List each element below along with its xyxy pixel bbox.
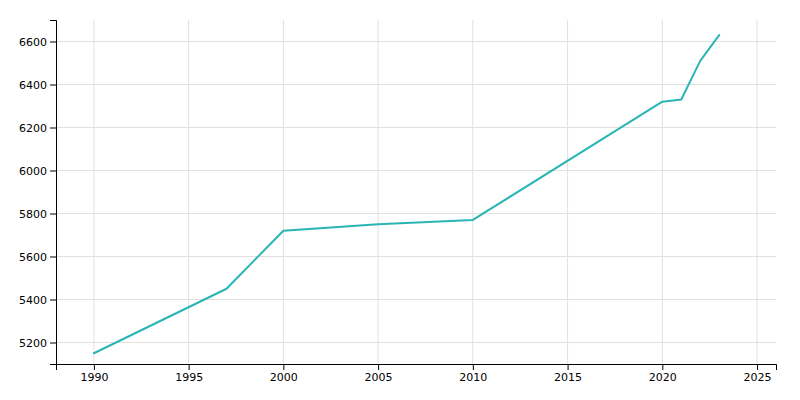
y-tick: 6600	[19, 36, 56, 49]
x-tick-mark	[94, 364, 95, 370]
y-axis: 5200 5400 5600 5800 6000 6200 6400 6600	[19, 21, 57, 365]
y-tick: 6400	[19, 79, 56, 92]
x-tick-label: 1990	[80, 371, 108, 384]
x-grid-line	[662, 20, 663, 364]
y-grid-line	[56, 256, 776, 257]
y-tick-mark	[50, 128, 56, 129]
y-tick-label: 6000	[19, 165, 47, 178]
x-axis-line	[57, 365, 777, 371]
chart-svg: 1990 1995 2000 2005 2010 2015 2020 2025 5200 5400…	[0, 0, 800, 400]
plot-area: 1990 1995 2000 2005 2010 2015 2020 2025 5200 5400…	[19, 20, 777, 384]
y-grid-line	[56, 127, 776, 128]
x-tick-mark	[757, 364, 758, 370]
y-tick: 5200	[19, 337, 56, 350]
y-tick: 6200	[19, 122, 56, 135]
x-grid-line	[378, 20, 379, 364]
x-tick: 2015	[554, 364, 582, 384]
x-grid-line	[567, 20, 568, 364]
y-tick-label: 5800	[19, 208, 47, 221]
x-tick-mark	[568, 364, 569, 370]
x-grid-line	[472, 20, 473, 364]
y-tick-mark	[50, 343, 56, 344]
x-tick-mark	[378, 364, 379, 370]
y-tick-mark	[50, 42, 56, 43]
x-tick: 2000	[270, 364, 298, 384]
y-tick-mark	[50, 214, 56, 215]
x-tick: 1990	[80, 364, 108, 384]
x-tick-label: 2025	[744, 371, 772, 384]
x-tick: 2020	[649, 364, 677, 384]
x-tick: 2005	[365, 364, 393, 384]
x-tick-mark	[662, 364, 663, 370]
series-group	[94, 35, 719, 353]
x-tick-label: 2020	[649, 371, 677, 384]
x-tick-label: 2010	[459, 371, 487, 384]
x-grid-line	[757, 20, 758, 364]
y-tick-mark	[50, 171, 56, 172]
x-tick-mark	[283, 364, 284, 370]
x-grid-line	[93, 20, 94, 364]
chart-container: 1990 1995 2000 2005 2010 2015 2020 2025 5200 5400…	[0, 0, 800, 400]
x-tick-label: 2005	[365, 371, 393, 384]
y-grid-line	[56, 213, 776, 214]
x-tick-mark	[473, 364, 474, 370]
y-tick-label: 6600	[19, 36, 47, 49]
y-tick-mark	[50, 85, 56, 86]
grid	[56, 20, 776, 364]
x-tick: 1995	[175, 364, 203, 384]
y-grid-line	[56, 41, 776, 42]
y-tick-mark	[50, 257, 56, 258]
y-tick-label: 5600	[19, 251, 47, 264]
y-grid-line	[56, 299, 776, 300]
y-grid-line	[56, 170, 776, 171]
x-grid-line	[188, 20, 189, 364]
x-tick-mark	[189, 364, 190, 370]
x-tick: 2010	[459, 364, 487, 384]
y-tick-mark	[50, 300, 56, 301]
y-tick: 5600	[19, 251, 56, 264]
y-tick-label: 5200	[19, 337, 47, 350]
data-line	[94, 35, 719, 353]
x-tick-label: 2015	[554, 371, 582, 384]
x-axis: 1990 1995 2000 2005 2010 2015 2020 2025	[57, 364, 777, 384]
y-tick-label: 6200	[19, 122, 47, 135]
y-tick-label: 6400	[19, 79, 47, 92]
y-tick: 5400	[19, 294, 56, 307]
x-tick-label: 2000	[270, 371, 298, 384]
x-grid-line	[283, 20, 284, 364]
y-tick-label: 5400	[19, 294, 47, 307]
y-grid-line	[56, 84, 776, 85]
y-grid-line	[56, 342, 776, 343]
y-axis-line	[50, 21, 57, 365]
y-tick: 6000	[19, 165, 56, 178]
x-tick-label: 1995	[175, 371, 203, 384]
y-tick: 5800	[19, 208, 56, 221]
x-tick: 2025	[744, 364, 772, 384]
